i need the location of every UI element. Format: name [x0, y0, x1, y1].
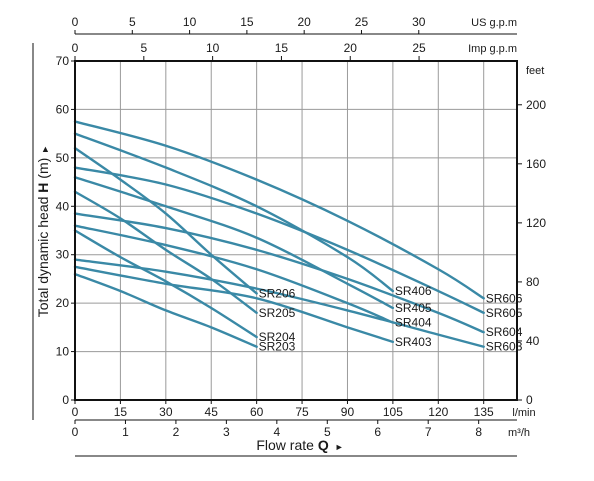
y-tick-label: 70: [56, 54, 70, 68]
series-line-sr606: [73, 120, 485, 300]
series-label-sr203: SR203: [259, 340, 296, 354]
series-label-sr606: SR606: [486, 291, 523, 305]
feet-tick-label: 40: [526, 334, 540, 348]
imp-gpm-tick-label: 0: [72, 41, 79, 55]
plot-frame: [74, 60, 518, 401]
imp-gpm-unit-label: Imp g.p.m: [468, 43, 517, 55]
imp-gpm-tick-label: 20: [344, 41, 358, 55]
us-gpm-tick-label: 5: [129, 15, 136, 29]
series-label-sr603: SR603: [486, 340, 523, 354]
series-line-sr206: [73, 146, 258, 295]
x-tick-label: 135: [474, 405, 494, 419]
series-line-sr404: [73, 224, 395, 324]
feet-tick-label: 120: [526, 216, 546, 230]
series-line-sr604: [73, 212, 485, 334]
series-label-sr605: SR605: [486, 306, 523, 320]
m3h-tick-label: 3: [223, 425, 230, 439]
series-label-sr604: SR604: [486, 325, 523, 339]
m3h-tick-label: 0: [72, 425, 79, 439]
series-line-sr603: [73, 258, 485, 348]
m3h-tick-label: 8: [475, 425, 482, 439]
series-line-sr204: [73, 229, 258, 339]
grid-lines: [74, 60, 517, 401]
series-line-sr406: [73, 132, 395, 293]
feet-tick-label: 0: [526, 393, 533, 407]
series-line-sr405: [73, 176, 395, 310]
series-label-sr406: SR406: [395, 284, 432, 298]
x-tick-label: 90: [341, 405, 355, 419]
us-gpm-tick-label: 10: [183, 15, 197, 29]
series-label-sr403: SR403: [395, 335, 432, 349]
series-line-sr203: [73, 272, 258, 348]
x-tick-label: 120: [428, 405, 448, 419]
x-tick-label: 105: [383, 405, 403, 419]
x-tick-label: 15: [114, 405, 128, 419]
imp-gpm-tick-label: 25: [412, 41, 426, 55]
m3h-tick-label: 1: [122, 425, 129, 439]
y-tick-label: 50: [56, 151, 70, 165]
series-label-sr204: SR204: [259, 330, 296, 344]
m3h-tick-label: 6: [374, 425, 381, 439]
series-label-sr405: SR405: [395, 301, 432, 315]
x-tick-label: 45: [205, 405, 219, 419]
y-tick-label: 30: [56, 248, 70, 262]
series-line-sr403: [73, 265, 395, 344]
y-axis-title: Total dynamic head H (m)►: [35, 145, 51, 317]
us-gpm-tick-label: 30: [412, 15, 426, 29]
imp-gpm-tick-label: 10: [206, 41, 220, 55]
imp-gpm-tick-label: 5: [140, 41, 147, 55]
x-unit-label: l/min: [512, 407, 535, 419]
y-tick-label: 40: [56, 199, 70, 213]
x-tick-label: 0: [72, 405, 79, 419]
feet-unit-label: feet: [526, 65, 544, 77]
m3h-tick-label: 4: [273, 425, 280, 439]
y-tick-label: 20: [56, 296, 70, 310]
x-axis-title: Flow rate Q ►: [256, 437, 343, 453]
x-tick-label: 75: [295, 405, 309, 419]
m3h-unit-label: m³/h: [508, 427, 530, 439]
x-tick-label: 60: [250, 405, 264, 419]
y-tick-label: 10: [56, 345, 70, 359]
y-tick-label: 60: [56, 102, 70, 116]
m3h-tick-label: 2: [173, 425, 180, 439]
us-gpm-tick-label: 25: [355, 15, 369, 29]
y-tick-label: 0: [62, 393, 69, 407]
series-line-sr205: [73, 190, 258, 315]
x-tick-label: 30: [159, 405, 173, 419]
feet-tick-label: 160: [526, 157, 546, 171]
feet-tick-label: 80: [526, 275, 540, 289]
series-layer: [73, 120, 485, 348]
m3h-tick-label: 5: [324, 425, 331, 439]
m3h-tick-label: 7: [425, 425, 432, 439]
us-gpm-tick-label: 15: [240, 15, 254, 29]
us-gpm-unit-label: US g.p.m: [471, 17, 517, 29]
series-line-sr605: [73, 166, 485, 315]
us-gpm-tick-label: 0: [72, 15, 79, 29]
series-label-sr404: SR404: [395, 316, 432, 330]
series-label-sr206: SR206: [259, 286, 296, 300]
us-gpm-tick-label: 20: [297, 15, 311, 29]
series-label-sr205: SR205: [259, 306, 296, 320]
feet-tick-label: 200: [526, 98, 546, 112]
imp-gpm-tick-label: 15: [275, 41, 289, 55]
